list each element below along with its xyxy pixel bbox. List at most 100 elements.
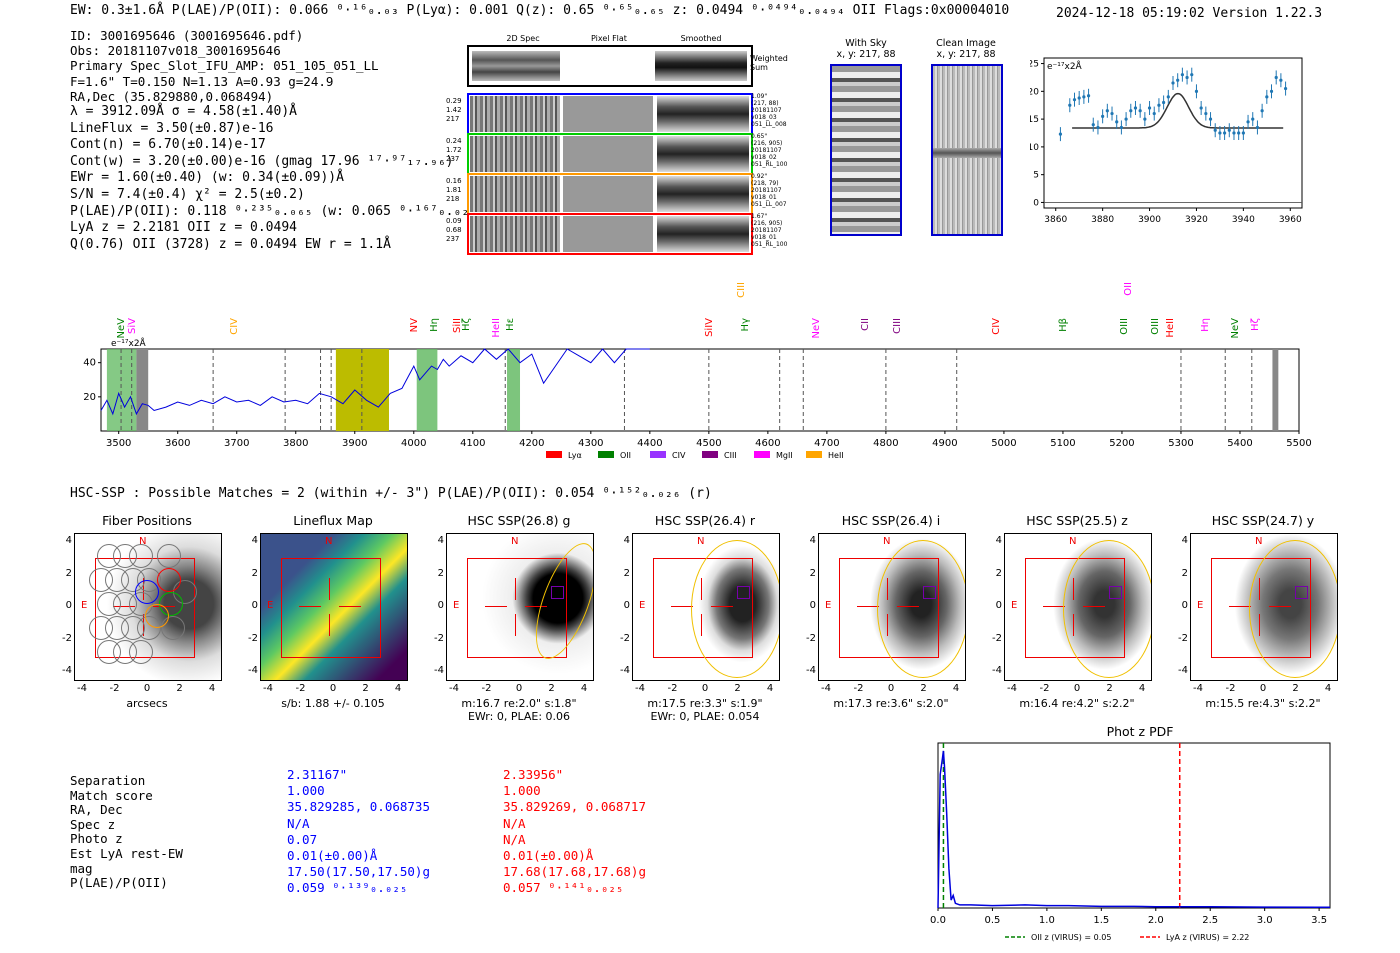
spectral-line-label: CII xyxy=(860,318,872,331)
spectrum-xtick-label: 4900 xyxy=(932,438,957,449)
spectrum-xtick-label: 4000 xyxy=(401,438,426,449)
zoom-data-point xyxy=(1223,131,1227,135)
zoom-data-point xyxy=(1241,131,1245,135)
cutout-xtick-label: 2 xyxy=(1292,683,1299,694)
legend-label: OII xyxy=(620,451,631,460)
zoom-ytick-label: 0 xyxy=(1033,198,1039,208)
cutout-title: HSC SSP(26.8) g xyxy=(467,513,571,528)
spec2d-row-meta: (218, 79) xyxy=(751,180,779,187)
cutout-ytick-label: -2 xyxy=(806,632,816,644)
cutout-caption-2: EWr: 0, PLAE: 0.06 xyxy=(467,710,571,723)
cutout-xtick-label: 2 xyxy=(920,683,927,694)
zoom-ytick-label: 25 xyxy=(1030,60,1039,70)
north-label: N xyxy=(1069,536,1077,547)
spec2d-row-meta: (216, 905) xyxy=(751,140,783,147)
zoom-data-point xyxy=(1251,117,1255,121)
cutout-ytick-label: 2 xyxy=(251,567,258,579)
fiber-circle xyxy=(157,544,181,568)
crosshair-south xyxy=(329,614,330,636)
cutout-ytick-label: 2 xyxy=(623,567,630,579)
match-row-label: Match score xyxy=(70,787,153,803)
match-1-value: 0.059 ⁰·¹³⁹₀.₀₂₅ xyxy=(287,880,408,896)
cutout-xtick-label: 4 xyxy=(766,683,774,694)
legend-swatch xyxy=(702,451,718,458)
spec2d-col-title: Smoothed xyxy=(680,34,722,43)
spec2d-row-meta: v018_02 xyxy=(751,154,777,161)
zoom-data-point xyxy=(1077,96,1081,100)
zoom-xtick-label: 3900 xyxy=(1138,215,1161,225)
spec2d-row-meta: 20181107 xyxy=(751,107,782,114)
cutout-ytick-label: 0 xyxy=(65,600,72,611)
match-table-col1: 2.31167" 1.000 35.829285, 0.068735 N/A 0.07 0… xyxy=(287,767,430,897)
zoom-data-point xyxy=(1096,125,1100,130)
spec2d-col-title: Pixel Flat xyxy=(591,34,627,43)
zoom-data-point xyxy=(1227,128,1231,132)
cutout-xtick-label: 4 xyxy=(1138,683,1146,694)
east-label: E xyxy=(453,600,460,611)
zoom-data-point xyxy=(1218,131,1222,135)
pdf-xtick-label: 0.0 xyxy=(930,915,946,926)
with-sky-image xyxy=(830,64,902,236)
match-2-value: 1.000 xyxy=(503,783,541,799)
aperture-ellipse xyxy=(877,540,965,678)
spec2d-row-box xyxy=(467,173,753,215)
masked-band xyxy=(136,349,149,431)
spec2d-row-meta: 0.65" xyxy=(751,133,768,140)
spectrum-xtick-label: 4500 xyxy=(696,438,721,449)
spec2d-stat: 1.81 xyxy=(446,186,462,194)
crosshair-west xyxy=(339,606,361,607)
info-line: Cont(n) = 6.70(±0.14)e-17 xyxy=(70,137,266,153)
legend-swatch xyxy=(806,451,822,458)
fiber-circle xyxy=(129,544,153,568)
crosshair-east xyxy=(671,606,693,607)
detection-info: ID: 3001695646 (3001695646.pdf) Obs: 2018… xyxy=(70,28,485,253)
pdf-title: Phot z PDF xyxy=(1106,724,1174,739)
east-label: E xyxy=(825,600,832,611)
cutout-title: HSC SSP(26.4) i xyxy=(841,513,941,528)
cutout-ytick-label: 0 xyxy=(1181,600,1188,611)
zoom-data-point xyxy=(1129,109,1133,113)
cutout-xtick-label: 0 xyxy=(143,683,151,694)
cutout-caption: m:15.5 re:4.3" s:2.2" xyxy=(1205,697,1321,710)
spec2d-row-meta: v018_03 xyxy=(751,114,777,121)
cutout-ytick-label: -2 xyxy=(62,632,72,644)
cutout-ytick-label: 2 xyxy=(1181,567,1188,579)
legend-lya-label: LyA z (VIRUS) = 2.22 xyxy=(1166,933,1249,942)
aperture-ellipse xyxy=(1063,540,1151,678)
legend-swatch xyxy=(546,451,562,458)
info-line: Obs: 20181107v018_3001695646 xyxy=(70,43,281,59)
spectrum-xtick-label: 4800 xyxy=(873,438,898,449)
spectrum-xtick-label: 5200 xyxy=(1109,438,1134,449)
pdf-xtick-label: 2.5 xyxy=(1202,915,1218,926)
spectrum-xtick-label: 4200 xyxy=(519,438,544,449)
spec2d-row-meta: 051_RL_100 xyxy=(751,241,788,248)
cutout-ytick-label: 4 xyxy=(995,535,1002,546)
zoom-ytick-label: 10 xyxy=(1030,143,1039,153)
cutout-title: Fiber Positions xyxy=(102,513,192,528)
cutout-xtick-label: -2 xyxy=(481,683,492,694)
cutout-ytick-label: 2 xyxy=(995,567,1002,579)
spec2d-noisy-image xyxy=(470,136,560,172)
spec2d-stat: 0.29 xyxy=(446,97,462,105)
zoom-xtick-label: 3960 xyxy=(1279,215,1302,225)
cutout-xtick-label: 4 xyxy=(952,683,960,694)
zoom-data-point xyxy=(1279,78,1283,82)
cutout-ytick-label: -2 xyxy=(434,632,444,644)
cutout-xtick-label: 4 xyxy=(394,683,402,694)
legend-label: CIII xyxy=(724,451,737,460)
cutout-xtick-label: 2 xyxy=(362,683,369,694)
spec2d-stat: 1.72 xyxy=(446,146,462,154)
spec2d-row-right-info: 0.65" (216, 905) 20181107 v018_02 051_RL_100 xyxy=(751,133,811,168)
cutout-ytick-label: -4 xyxy=(62,665,72,676)
legend-swatch xyxy=(598,451,614,458)
zoom-data-point xyxy=(1110,111,1114,116)
with-sky-title: With Sky x, y: 217, 88 xyxy=(826,38,906,60)
match-1-value: 0.07 xyxy=(287,831,318,847)
zoom-data-point xyxy=(1176,78,1180,82)
cutout-caption: arcsecs xyxy=(126,697,168,710)
east-label: E xyxy=(639,600,646,611)
